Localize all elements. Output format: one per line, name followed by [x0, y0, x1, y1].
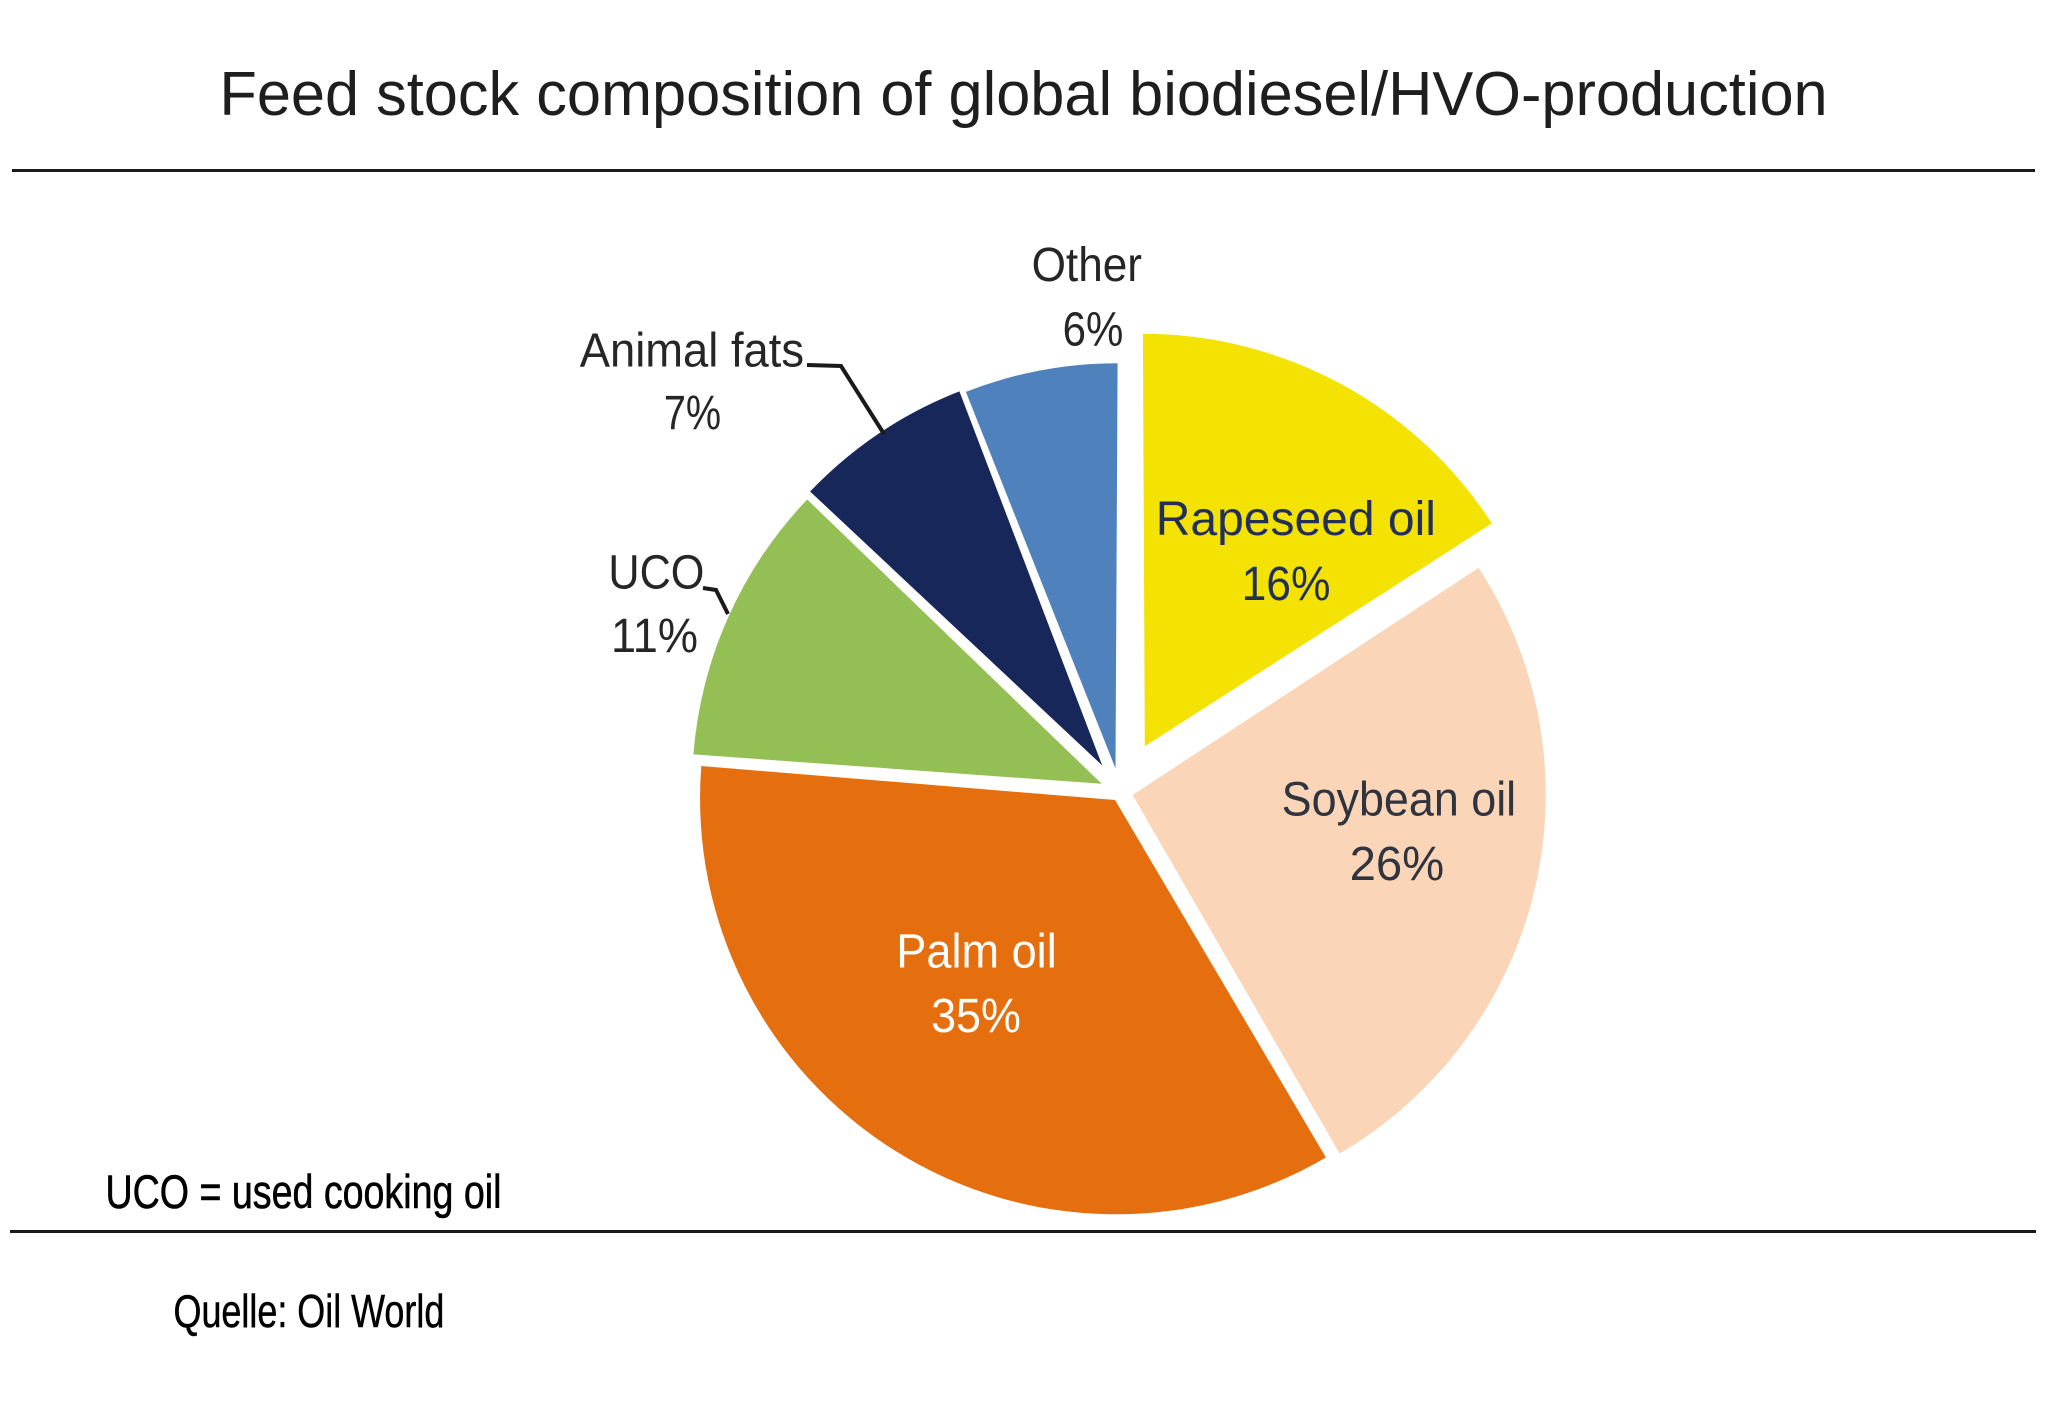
svg-text:6%: 6%	[1063, 302, 1124, 356]
svg-text:35%: 35%	[931, 989, 1021, 1043]
svg-text:Animal fats: Animal fats	[580, 323, 804, 376]
svg-text:Palm oil: Palm oil	[896, 924, 1056, 978]
svg-text:16%: 16%	[1242, 556, 1331, 610]
svg-text:Feed stock composition of glob: Feed stock composition of global biodies…	[219, 60, 1827, 129]
svg-text:Soybean oil: Soybean oil	[1282, 772, 1516, 826]
svg-text:UCO: UCO	[608, 546, 704, 600]
svg-text:Other: Other	[1032, 237, 1142, 291]
svg-text:Quelle: Oil World: Quelle: Oil World	[174, 1286, 445, 1337]
svg-text:UCO = used cooking oil: UCO = used cooking oil	[106, 1166, 502, 1219]
svg-text:11%: 11%	[611, 609, 698, 663]
svg-text:26%: 26%	[1350, 838, 1445, 891]
svg-text:7%: 7%	[664, 387, 721, 440]
svg-text:Rapeseed oil: Rapeseed oil	[1156, 493, 1436, 546]
